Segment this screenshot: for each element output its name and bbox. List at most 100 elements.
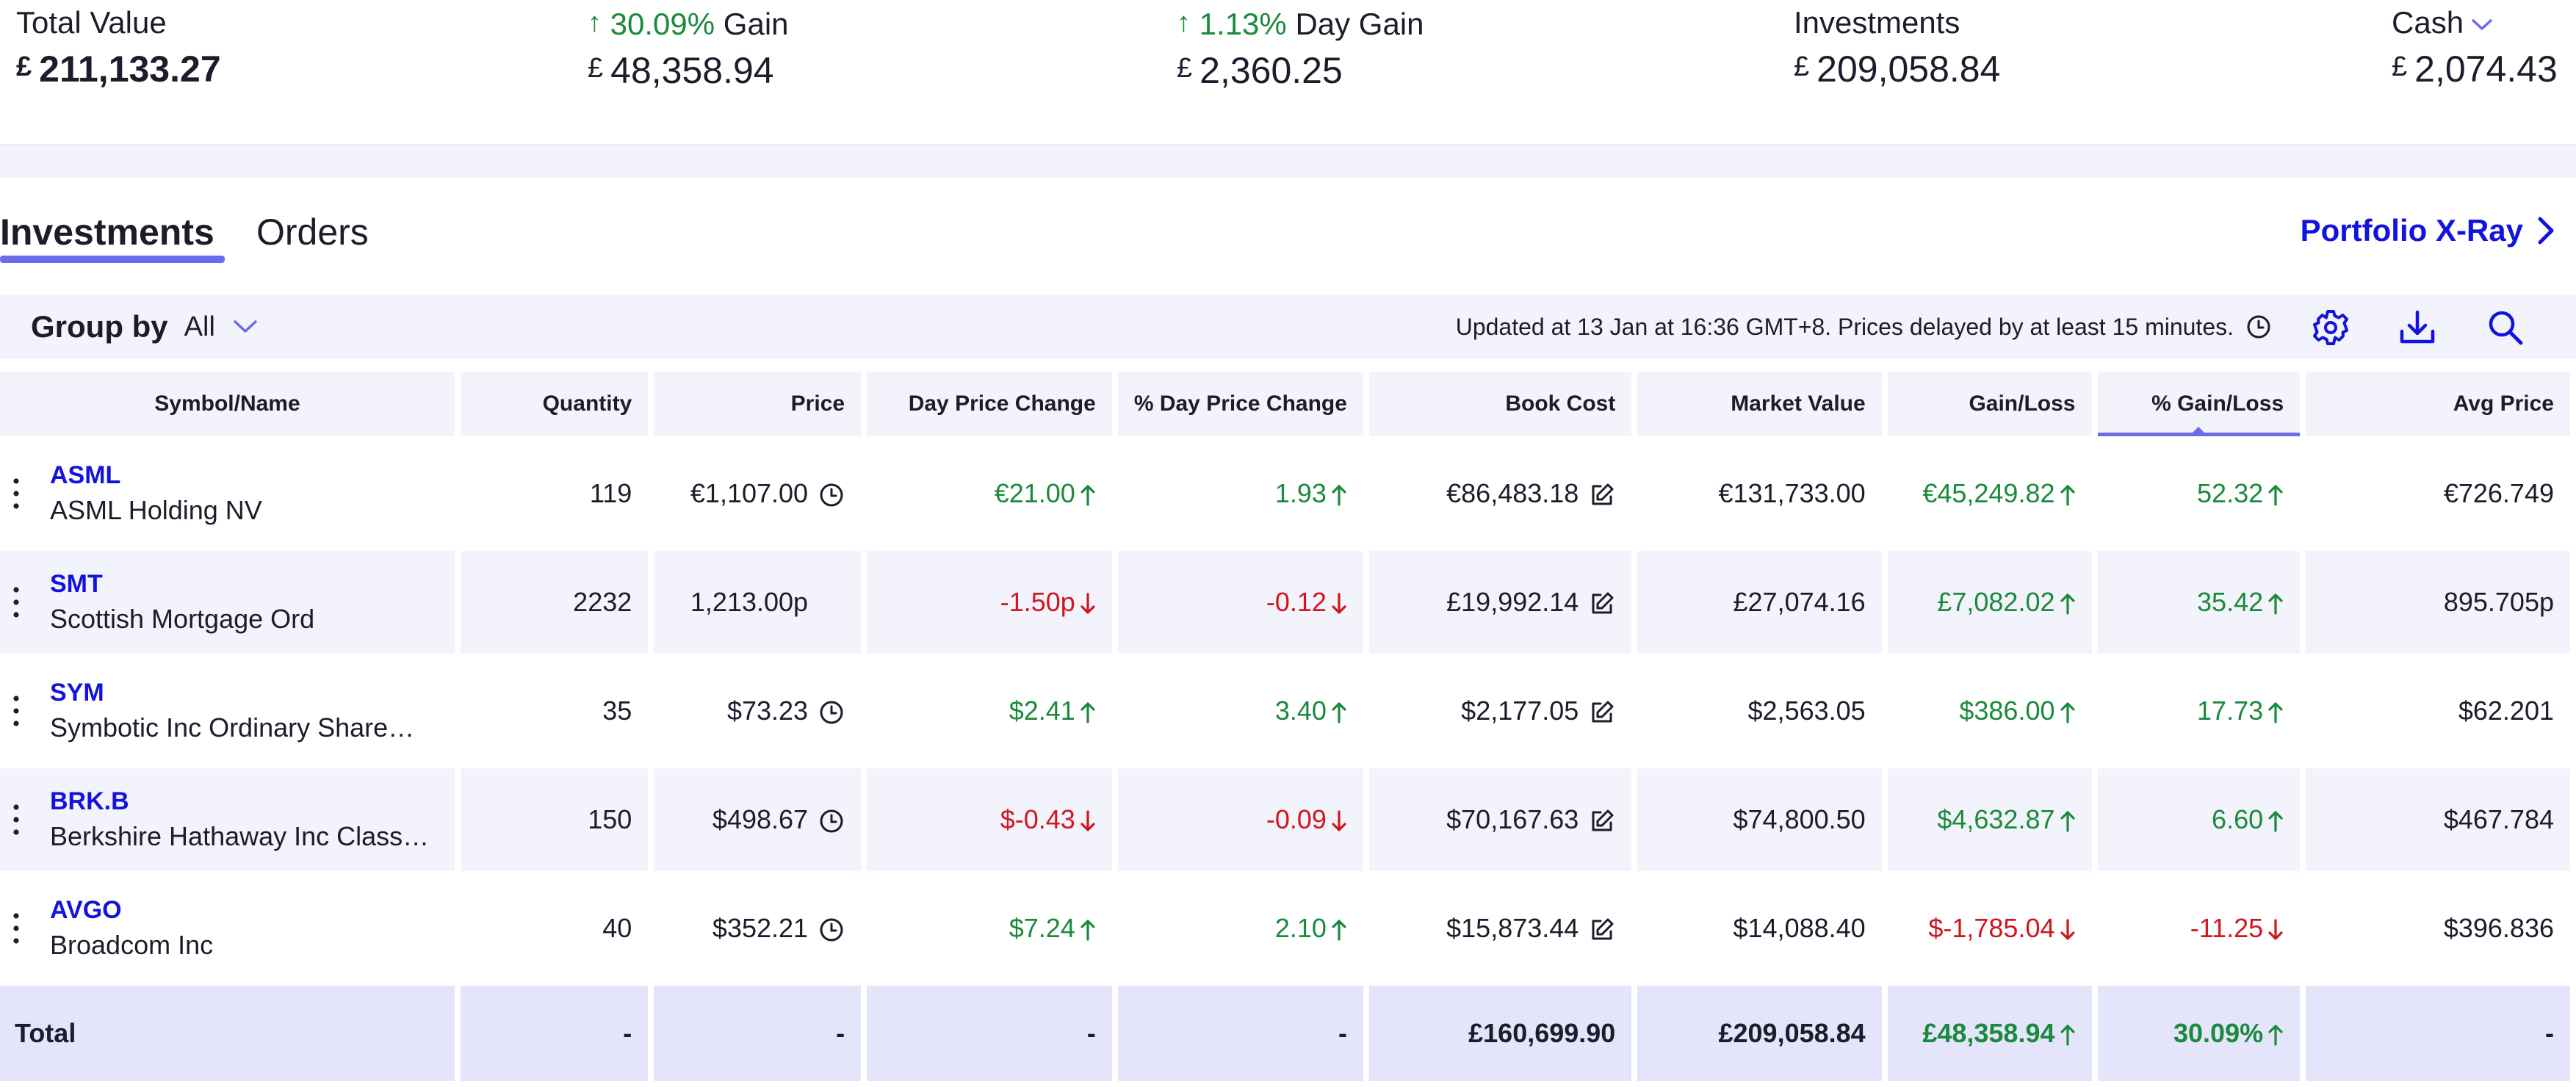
column-header-day-price-change[interactable]: Day Price Change bbox=[867, 372, 1112, 436]
investments-label: Investments bbox=[1794, 5, 1960, 40]
gain-label-text: Gain bbox=[723, 7, 789, 41]
column-header-pct-gain-loss[interactable]: % Gain/Loss bbox=[2097, 372, 2301, 436]
edit-icon[interactable] bbox=[1589, 917, 1615, 943]
avg-price-cell: $62.201 bbox=[2458, 696, 2554, 726]
book-cost-value: $15,873.44 bbox=[1446, 913, 1579, 943]
tab-investments[interactable]: Investments bbox=[0, 212, 214, 253]
column-header-market-value[interactable]: Market Value bbox=[1637, 372, 1882, 436]
column-header-symbol[interactable]: Symbol/Name bbox=[0, 372, 455, 436]
column-header-price[interactable]: Price bbox=[654, 372, 862, 436]
table-row[interactable]: SYM Symbotic Inc Ordinary Share… 35 $73.23 $… bbox=[0, 660, 2570, 762]
pct-day-price-change-cell: 1.93 bbox=[1118, 442, 1363, 545]
up-arrow-icon bbox=[2060, 811, 2075, 833]
avg-price-cell: $396.836 bbox=[2443, 913, 2554, 943]
table-row[interactable]: SMT Scottish Mortgage Ord 2232 1,213.00p -1.… bbox=[0, 551, 2570, 654]
gain-loss-value: £7,082.02 bbox=[1937, 587, 2055, 617]
quantity-cell: 35 bbox=[602, 696, 632, 726]
up-arrow-icon bbox=[2060, 1025, 2075, 1047]
table-row[interactable]: BRK.B Berkshire Hathaway Inc Class… 150 $49… bbox=[0, 768, 2570, 871]
section-divider-band bbox=[0, 144, 2576, 178]
table-header-row: Symbol/Name Quantity Price Day Price Cha… bbox=[0, 372, 2570, 436]
kebab-menu-icon[interactable] bbox=[13, 477, 19, 510]
clock-icon bbox=[820, 483, 843, 507]
pct-gain-loss-cell: 17.73 bbox=[2098, 660, 2301, 762]
total-market-value: £209,058.84 bbox=[1637, 986, 1882, 1081]
edit-icon[interactable] bbox=[1589, 591, 1615, 617]
pct-day-price-change-value: -0.09 bbox=[1266, 804, 1327, 834]
edit-icon[interactable] bbox=[1589, 482, 1615, 508]
column-header-quantity[interactable]: Quantity bbox=[460, 372, 649, 436]
table-row[interactable]: ASML ASML Holding NV 119 €1,107.00 €21.00 1.9… bbox=[0, 442, 2570, 545]
market-value-cell: €131,733.00 bbox=[1718, 478, 1866, 508]
group-by-selector[interactable]: Group by All bbox=[31, 295, 258, 358]
security-name: Scottish Mortgage Ord bbox=[50, 604, 315, 634]
column-header-book-cost[interactable]: Book Cost bbox=[1368, 372, 1632, 436]
price-cell: $498.67 bbox=[654, 768, 862, 871]
down-arrow-icon bbox=[2268, 919, 2283, 941]
cash-label[interactable]: Cash bbox=[2392, 0, 2558, 46]
pct-gain-loss-value: -11.25 bbox=[2190, 913, 2264, 943]
column-header-avg-price[interactable]: Avg Price bbox=[2306, 372, 2570, 436]
pct-gain-loss-value: 52.32 bbox=[2197, 478, 2264, 508]
gain-loss-cell: €45,249.82 bbox=[1888, 442, 2092, 545]
price-value: 1,213.00p bbox=[690, 587, 809, 617]
chevron-down-icon[interactable] bbox=[2471, 18, 2493, 32]
symbol-link[interactable]: SYM bbox=[50, 679, 104, 707]
total-value-number: 211,133.27 bbox=[39, 48, 221, 90]
symbol-name-block: ASML ASML Holding NV bbox=[50, 458, 439, 529]
symbol-link[interactable]: AVGO bbox=[50, 896, 122, 924]
book-cost-cell: £19,992.14 bbox=[1368, 551, 1632, 654]
avg-price-cell: 895.705p bbox=[2306, 551, 2570, 654]
sort-indicator-icon bbox=[2193, 427, 2205, 433]
symbol-link[interactable]: SMT bbox=[50, 570, 103, 598]
search-icon[interactable] bbox=[2484, 306, 2527, 349]
active-tab-indicator bbox=[0, 256, 225, 263]
up-arrow-icon bbox=[1080, 485, 1095, 507]
symbol-link[interactable]: BRK.B bbox=[50, 787, 129, 815]
price-cell: $352.21 bbox=[654, 877, 861, 980]
book-cost-value: £19,992.14 bbox=[1446, 587, 1579, 617]
symbol-link[interactable]: ASML bbox=[50, 461, 121, 489]
portfolio-xray-link[interactable]: Portfolio X-Ray bbox=[2301, 213, 2555, 248]
down-arrow-icon bbox=[1080, 810, 1095, 832]
total-quantity: - bbox=[460, 986, 649, 1081]
market-value-cell: $2,563.05 bbox=[1747, 696, 1866, 726]
column-header-gain-loss[interactable]: Gain/Loss bbox=[1887, 372, 2092, 436]
group-by-value[interactable]: All bbox=[184, 311, 215, 342]
tab-orders[interactable]: Orders bbox=[256, 212, 369, 253]
cash-amount: £2,074.43 bbox=[2392, 46, 2558, 90]
cash-label-text: Cash bbox=[2392, 5, 2464, 40]
total-gain-loss-value: £48,358.94 bbox=[1922, 1018, 2055, 1048]
pct-gain-loss-value: 6.60 bbox=[2212, 804, 2264, 834]
up-arrow-icon bbox=[1080, 702, 1095, 724]
kebab-menu-icon[interactable] bbox=[13, 912, 19, 945]
market-value-cell: £27,074.16 bbox=[1637, 551, 1882, 654]
kebab-menu-icon[interactable] bbox=[13, 803, 19, 836]
pct-day-price-change-cell: -0.09 bbox=[1117, 768, 1363, 871]
gain-label: ↑ 30.09% Gain bbox=[588, 0, 789, 47]
kebab-menu-icon[interactable] bbox=[13, 695, 19, 727]
avg-price-cell: $467.784 bbox=[2306, 768, 2570, 871]
edit-icon[interactable] bbox=[1589, 808, 1615, 834]
total-pct-gain-loss: 30.09% bbox=[2097, 986, 2301, 1081]
clock-icon bbox=[820, 809, 843, 833]
table-row[interactable]: AVGO Broadcom Inc 40 $352.21 $7.24 2.10 $15,87… bbox=[0, 877, 2570, 980]
currency-symbol: £ bbox=[16, 51, 32, 82]
column-header-pct-day-price-change[interactable]: % Day Price Change bbox=[1117, 372, 1363, 436]
cash-summary[interactable]: Cash £2,074.43 bbox=[2392, 0, 2558, 90]
total-value-summary: Total Value £211,133.27 bbox=[16, 0, 221, 90]
symbol-cell: ASML ASML Holding NV bbox=[0, 442, 455, 545]
investments-table: Symbol/Name Quantity Price Day Price Cha… bbox=[0, 366, 2576, 1087]
total-price: - bbox=[654, 986, 862, 1081]
gain-loss-value: €45,249.82 bbox=[1922, 478, 2055, 508]
pct-day-price-change-value: 3.40 bbox=[1274, 696, 1327, 726]
gear-icon[interactable] bbox=[2309, 306, 2352, 349]
day-price-change-cell: $-0.43 bbox=[867, 768, 1112, 871]
chevron-down-icon[interactable] bbox=[233, 319, 258, 335]
market-value-cell: $74,800.50 bbox=[1637, 768, 1882, 871]
edit-icon[interactable] bbox=[1589, 699, 1615, 726]
day-gain-label-text: Day Gain bbox=[1295, 7, 1424, 41]
download-icon[interactable] bbox=[2396, 306, 2439, 349]
up-arrow-icon bbox=[2060, 485, 2075, 507]
kebab-menu-icon[interactable] bbox=[13, 586, 19, 618]
